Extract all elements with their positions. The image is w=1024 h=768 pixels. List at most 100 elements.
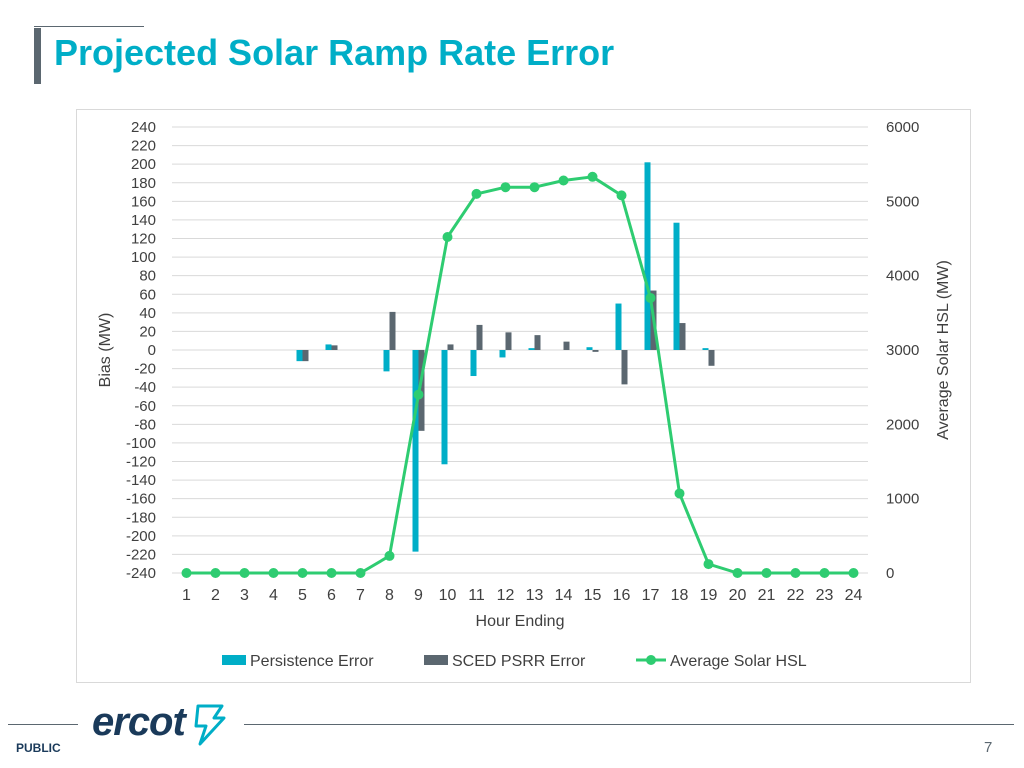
y2-tick-label: 1000 — [886, 491, 919, 508]
y-tick-label: -180 — [126, 509, 156, 526]
y-tick-label: 140 — [131, 212, 156, 229]
y-tick-label: 20 — [139, 323, 156, 340]
persistence-bar — [615, 303, 622, 350]
hsl-point — [500, 182, 511, 193]
persistence-bar — [325, 344, 332, 350]
y-axis-title: Bias (MW) — [97, 313, 114, 388]
persistence-bar — [586, 347, 593, 350]
y-tick-label: 100 — [131, 249, 156, 266]
persistence-bar — [528, 348, 535, 350]
hsl-point — [442, 232, 453, 243]
sced-bar — [563, 341, 570, 350]
x-axis-title: Hour Ending — [476, 613, 565, 630]
ercot-logo: ercot — [92, 700, 186, 744]
hsl-point — [819, 568, 830, 578]
hsl-point — [384, 550, 395, 561]
footer-line-right — [244, 724, 1014, 725]
sced-bar — [679, 323, 686, 350]
x-tick-label: 13 — [526, 587, 544, 604]
y-tick-label: -140 — [126, 472, 156, 489]
y-tick-label: 0 — [148, 342, 156, 359]
x-tick-label: 10 — [439, 587, 457, 604]
x-tick-label: 3 — [240, 587, 249, 604]
persistence-bar — [499, 350, 506, 358]
y2-tick-label: 6000 — [886, 119, 919, 136]
axes: -240-220-200-180-160-140-120-100-80-60-4… — [97, 119, 952, 630]
hsl-point — [645, 292, 656, 303]
hsl-point — [210, 568, 221, 578]
legend-sced-label: SCED PSRR Error — [452, 653, 586, 670]
public-label: PUBLIC — [16, 741, 61, 755]
y-tick-label: 60 — [139, 286, 156, 303]
chart-frame — [76, 109, 971, 683]
persistence-bar — [470, 350, 477, 377]
y-tick-label: 40 — [139, 305, 156, 322]
x-tick-label: 17 — [642, 587, 660, 604]
hsl-point — [616, 190, 627, 201]
y-tick-label: -240 — [126, 565, 156, 582]
y-tick-label: -120 — [126, 454, 156, 471]
legend-sced-swatch — [424, 655, 448, 665]
legend-hsl-marker — [646, 655, 656, 665]
persistence-bar — [441, 350, 448, 465]
page-number: 7 — [984, 739, 993, 756]
persistence-bar — [644, 162, 651, 350]
y-tick-label: 160 — [131, 193, 156, 210]
x-tick-label: 20 — [729, 587, 747, 604]
hsl-point — [529, 182, 540, 193]
x-tick-label: 14 — [555, 587, 573, 604]
legend-persistence-swatch — [222, 655, 246, 665]
y-tick-label: -100 — [126, 435, 156, 452]
hsl-point — [181, 568, 192, 578]
y2-tick-label: 4000 — [886, 268, 919, 285]
x-tick-label: 7 — [356, 587, 365, 604]
x-tick-label: 18 — [671, 587, 689, 604]
sced-bar — [534, 335, 541, 350]
slide-title: Projected Solar Ramp Rate Error — [54, 32, 615, 73]
y-tick-label: 80 — [139, 268, 156, 285]
legend: Persistence Error SCED PSRR Error Average … — [222, 653, 807, 670]
hsl-point — [587, 171, 598, 182]
sced-bar — [621, 350, 628, 385]
persistence-bar — [296, 350, 303, 362]
hsl-point — [326, 568, 337, 578]
persistence-bar — [412, 350, 419, 552]
hsl-point — [761, 568, 772, 578]
x-tick-label: 22 — [787, 587, 805, 604]
hsl-point — [558, 175, 569, 186]
x-tick-label: 21 — [758, 587, 776, 604]
ercot-logo-mark-icon — [194, 704, 226, 746]
sced-bar — [418, 350, 425, 431]
hsl-point — [848, 568, 859, 578]
x-tick-label: 1 — [182, 587, 191, 604]
hsl-series-line — [186, 175, 854, 575]
bars — [296, 162, 715, 552]
hsl-point — [471, 188, 482, 199]
x-tick-label: 15 — [584, 587, 602, 604]
hsl-point — [703, 559, 714, 570]
x-tick-label: 8 — [385, 587, 394, 604]
sced-bar — [708, 350, 715, 366]
legend-hsl-label: Average Solar HSL — [670, 653, 807, 670]
y-tick-label: -160 — [126, 491, 156, 508]
y2-tick-label: 3000 — [886, 342, 919, 359]
x-tick-label: 11 — [468, 587, 485, 604]
sced-bar — [476, 324, 483, 350]
sced-bar — [302, 350, 309, 362]
x-tick-label: 24 — [845, 587, 863, 604]
x-tick-label: 5 — [298, 587, 307, 604]
x-tick-label: 12 — [497, 587, 515, 604]
x-tick-label: 19 — [700, 587, 718, 604]
hsl-point — [674, 488, 685, 499]
x-tick-label: 6 — [327, 587, 336, 604]
hsl-line — [181, 171, 859, 578]
hsl-point — [355, 568, 366, 578]
hsl-point — [732, 568, 743, 578]
y-tick-label: -200 — [126, 528, 156, 545]
y-tick-label: -220 — [126, 546, 156, 563]
hsl-point — [268, 568, 279, 578]
persistence-bar — [702, 348, 709, 350]
sced-bar — [447, 344, 454, 350]
y-tick-label: -60 — [134, 398, 156, 415]
sced-bar — [505, 332, 512, 350]
